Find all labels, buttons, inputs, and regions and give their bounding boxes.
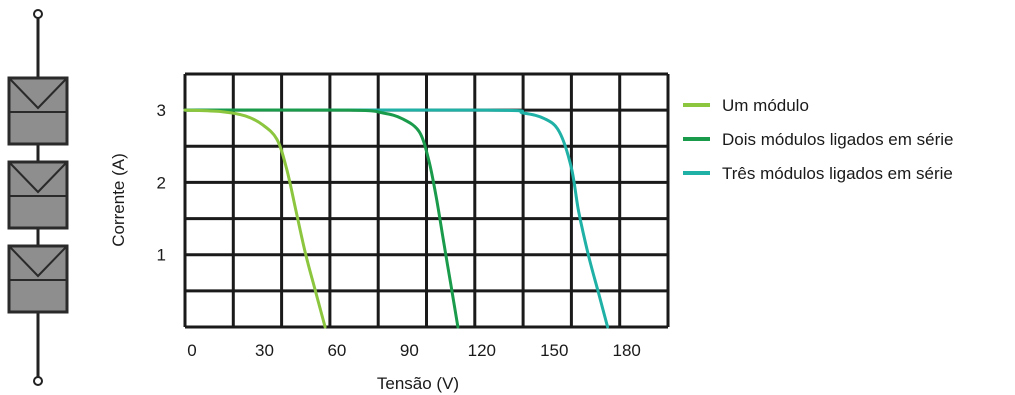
terminal-icon <box>33 376 43 386</box>
x-axis-label: Tensão (V) <box>377 374 459 393</box>
x-tick-label: 120 <box>468 341 496 360</box>
x-tick-label: 180 <box>613 341 641 360</box>
legend-label-3: Três módulos ligados em série <box>722 164 953 183</box>
chart-grid <box>183 72 670 329</box>
x-tick-label: 90 <box>400 341 419 360</box>
iv-curve-chart: 1 2 3 0 30 60 90 120 150 180 Corrente (A) Tensão… <box>109 72 670 393</box>
pv-module-icon <box>7 76 69 146</box>
series-lines <box>183 108 610 329</box>
y-axis-label: Corrente (A) <box>109 153 128 247</box>
series-line-2 <box>183 108 460 329</box>
series-line-3 <box>183 108 610 329</box>
pv-module-icon <box>7 160 69 230</box>
x-tick-label: 0 <box>187 341 196 360</box>
pv-module-string <box>7 9 69 386</box>
x-tick-label: 150 <box>540 341 568 360</box>
legend: Um módulo Dois módulos ligados em série Tr… <box>683 96 954 183</box>
x-tick-label: 60 <box>327 341 346 360</box>
series-line-1 <box>183 108 327 329</box>
y-tick-label: 3 <box>157 101 166 120</box>
y-tick-label: 2 <box>157 173 166 192</box>
y-tick-label: 1 <box>157 246 166 265</box>
legend-label-2: Dois módulos ligados em série <box>722 130 954 149</box>
x-axis-ticks: 0 30 60 90 120 150 180 <box>187 341 641 360</box>
terminal-icon <box>33 9 43 19</box>
y-axis-ticks: 1 2 3 <box>157 101 166 265</box>
pv-module-icon <box>7 244 69 314</box>
legend-label-1: Um módulo <box>722 96 809 115</box>
x-tick-label: 30 <box>255 341 274 360</box>
